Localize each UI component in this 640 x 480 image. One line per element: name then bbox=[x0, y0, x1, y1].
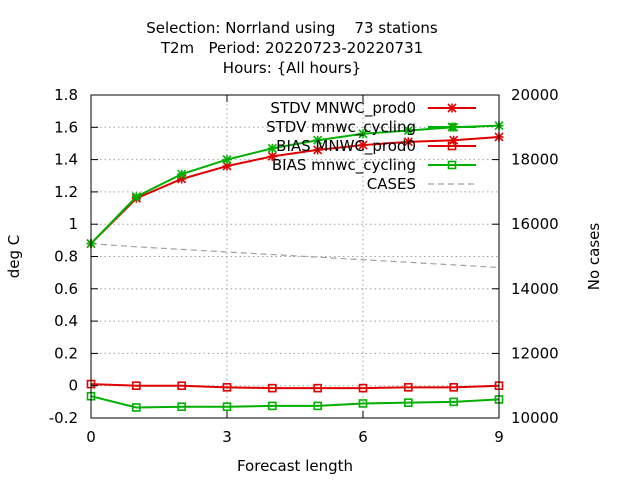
legend-label: CASES bbox=[367, 175, 416, 193]
grid bbox=[91, 95, 499, 418]
legend-label: BIAS MNWC_prod0 bbox=[276, 137, 416, 156]
x-tick-label: 0 bbox=[86, 428, 96, 446]
data-point bbox=[131, 192, 141, 202]
y-tick-label: 0.2 bbox=[54, 344, 78, 362]
title-line: T2m Period: 20220723-20220731 bbox=[160, 39, 423, 57]
data-point bbox=[177, 381, 186, 391]
data-point bbox=[313, 135, 323, 145]
data-point bbox=[313, 401, 322, 411]
x-tick-label: 6 bbox=[358, 428, 368, 446]
y-tick-label: 0.8 bbox=[54, 248, 78, 266]
y-axis-label: deg C bbox=[5, 235, 23, 279]
axis-ticks: 0 3 6 9 -0.2 0 0.2 0.4 0.6 0.8 1 1.2 1.4 1.6 1.8 10000 1… bbox=[49, 86, 559, 446]
x-tick-label: 9 bbox=[494, 428, 504, 446]
data-point bbox=[403, 137, 413, 147]
data-point bbox=[313, 145, 323, 155]
y-tick-label: 1.8 bbox=[54, 86, 78, 104]
cases-series-layer bbox=[90, 242, 500, 269]
y2-tick-label: 16000 bbox=[511, 215, 559, 233]
y2-axis-label: No cases bbox=[585, 223, 603, 291]
series-line bbox=[90, 395, 500, 409]
series-2 bbox=[86, 379, 504, 393]
y-tick-label: 0.4 bbox=[54, 312, 78, 330]
series-4 bbox=[90, 242, 500, 269]
data-point bbox=[268, 401, 277, 411]
y-tick-label: 1.4 bbox=[54, 151, 78, 169]
x-axis-label: Forecast length bbox=[237, 457, 353, 475]
y-tick-label: 0 bbox=[68, 377, 78, 395]
y2-tick-label: 10000 bbox=[511, 409, 559, 427]
title-line: Hours: {All hours} bbox=[223, 59, 361, 77]
data-point bbox=[404, 398, 413, 407]
y-tick-label: 1.6 bbox=[54, 118, 78, 136]
data-point bbox=[267, 151, 277, 161]
data-point bbox=[222, 383, 232, 392]
data-point bbox=[177, 402, 186, 411]
y-tick-label: 1.2 bbox=[54, 183, 78, 201]
legend-label: BIAS mnwc_cycling bbox=[272, 156, 416, 175]
y2-tick-label: 12000 bbox=[511, 344, 559, 362]
series-line bbox=[90, 124, 500, 245]
x-tick-label: 3 bbox=[222, 428, 232, 446]
legend-marker bbox=[447, 103, 457, 113]
series-layer bbox=[86, 121, 504, 412]
series-line bbox=[90, 242, 500, 269]
data-point bbox=[268, 383, 277, 393]
data-point bbox=[267, 143, 277, 153]
data-point bbox=[177, 169, 187, 179]
y-tick-label: 1 bbox=[68, 215, 78, 233]
data-point bbox=[132, 403, 141, 412]
data-point bbox=[313, 383, 322, 393]
legend-label: STDV MNWC_prod0 bbox=[270, 99, 416, 118]
legend-marker bbox=[447, 122, 457, 132]
y2-tick-label: 14000 bbox=[511, 280, 559, 298]
data-point bbox=[449, 383, 458, 392]
series-3 bbox=[86, 391, 504, 412]
data-point bbox=[358, 399, 368, 408]
legend-marker bbox=[447, 141, 457, 151]
data-point bbox=[132, 381, 141, 391]
legend-marker bbox=[447, 160, 457, 170]
data-point bbox=[222, 155, 232, 165]
data-point bbox=[222, 402, 232, 411]
data-point bbox=[358, 140, 368, 150]
data-point bbox=[404, 383, 413, 392]
data-point bbox=[449, 397, 458, 407]
series-line bbox=[90, 383, 500, 390]
y2-tick-label: 18000 bbox=[511, 151, 559, 169]
data-point bbox=[403, 125, 413, 136]
data-point bbox=[358, 129, 368, 139]
chart-title: Selection: Norrland using 73 stations T2m… bbox=[146, 19, 438, 77]
data-point bbox=[358, 383, 368, 393]
y2-tick-label: 20000 bbox=[511, 86, 559, 104]
y-tick-label: 0.6 bbox=[54, 280, 78, 298]
data-point bbox=[449, 135, 459, 145]
series-line bbox=[90, 135, 500, 245]
title-line: Selection: Norrland using 73 stations bbox=[146, 19, 438, 37]
legend-label: STDV mnwc_cycling bbox=[266, 118, 416, 137]
y-tick-label: -0.2 bbox=[49, 409, 78, 427]
